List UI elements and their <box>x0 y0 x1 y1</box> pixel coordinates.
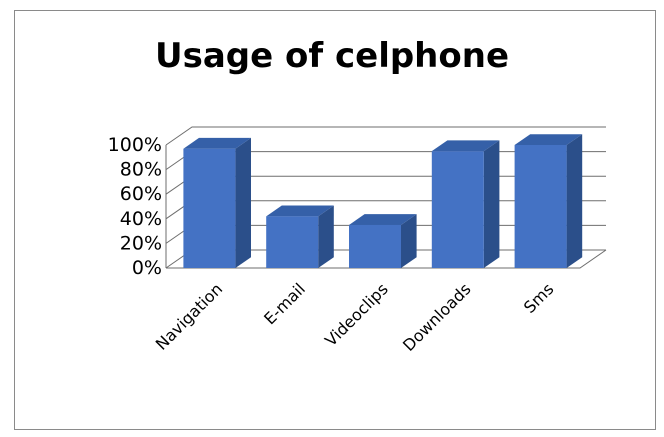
x-category-label: Navigation <box>152 279 226 353</box>
y-tick-label: 80% <box>120 159 162 181</box>
bar-side <box>401 214 417 268</box>
bar-front <box>183 148 236 268</box>
x-category-label: Sms <box>520 279 558 317</box>
x-category-label: Videoclips <box>321 279 392 350</box>
y-tick-label: 0% <box>132 257 162 279</box>
bar <box>514 134 583 268</box>
bar-side <box>566 134 583 268</box>
bar <box>431 140 500 268</box>
bar-front <box>266 216 319 268</box>
bar <box>183 137 251 268</box>
bar-top <box>431 140 500 152</box>
y-tick-label: 20% <box>120 232 162 254</box>
x-axis-category-labels: Navigation E-mail Videoclips Downloads Sms <box>152 279 558 355</box>
bars-layer <box>183 134 583 268</box>
chart-title: Usage of celphone <box>154 36 510 76</box>
bar-top <box>349 214 417 225</box>
y-axis-tick-labels: 0% 20%40% 60%80% 100% <box>108 134 162 279</box>
gridline <box>165 126 606 146</box>
bar-top <box>266 205 334 217</box>
y-tick-label: 100% <box>108 134 162 156</box>
y-tick-label: 40% <box>120 208 162 230</box>
bar-side <box>483 140 500 268</box>
y-tick-label: 60% <box>120 183 162 205</box>
bar-front <box>349 224 401 268</box>
x-category-label: Downloads <box>399 279 475 355</box>
bar-top <box>183 137 251 149</box>
bar-top <box>514 134 583 145</box>
x-category-label: E-mail <box>260 279 309 328</box>
bar <box>266 205 334 268</box>
bar-front <box>514 145 567 268</box>
bar-side <box>235 137 251 268</box>
bar-front <box>431 151 484 268</box>
bar-side <box>318 205 334 268</box>
bar <box>349 214 417 268</box>
